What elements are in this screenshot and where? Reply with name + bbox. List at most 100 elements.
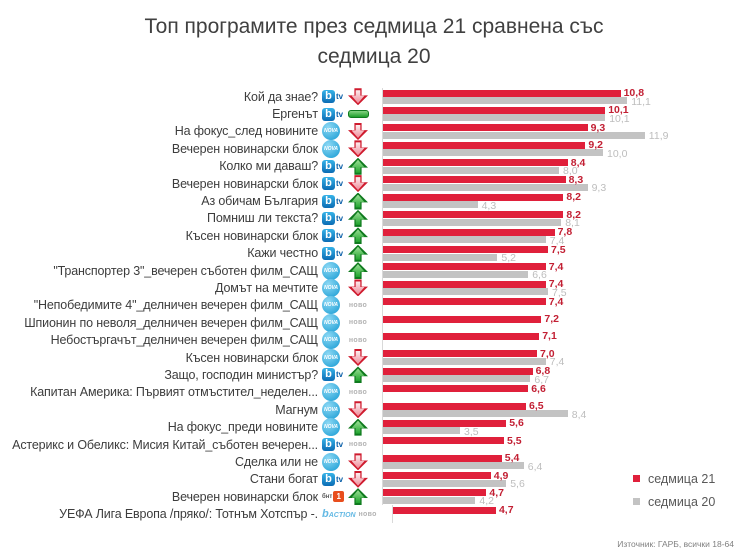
bar-plot-area: 7,4 6,6 <box>382 262 740 281</box>
bar-week20 <box>383 270 529 278</box>
btv-logo-square: b <box>322 90 335 104</box>
chart-row: Шпионин по неволя_делничен вечерен филм_… <box>10 313 740 332</box>
program-label: Защо, господин министър? <box>164 367 318 382</box>
chart-title-line2: седмица 20 <box>317 45 431 69</box>
channel-logo-cell: b tv <box>318 472 346 486</box>
trend-down-icon <box>348 88 368 106</box>
nova-logo-icon: NOVA <box>322 279 340 297</box>
bar-plot-area: 5,4 6,4 <box>382 453 740 472</box>
value-week21: 7,1 <box>542 330 557 343</box>
trend-cell <box>346 244 370 262</box>
bar-week21 <box>383 141 586 149</box>
chart-row: Стани богат b tv 4,9 5,6 <box>10 469 740 491</box>
value-week21: 4,9 <box>493 469 509 482</box>
bar-plot-area: 4,9 5,6 <box>382 469 740 491</box>
legend-item-week21: седмица 21 <box>633 467 715 490</box>
new-badge: ново <box>348 319 368 327</box>
bar-plot-area: 10,1 10,1 <box>382 105 740 124</box>
chart-row: Късен новинарски блок b tv 7,8 7,4 <box>10 227 740 247</box>
channel-logo-cell: NOVA <box>318 331 346 350</box>
bar-plot-area: 7,2 <box>382 313 740 332</box>
value-week20: 5,2 <box>501 252 516 265</box>
value-week20: 5,6 <box>510 478 525 491</box>
channel-logo-cell: NOVA <box>318 348 346 367</box>
bar-week20 <box>383 218 562 226</box>
bar-week21 <box>383 472 491 480</box>
bar-week20 <box>383 479 507 487</box>
btv-logo-suffix: tv <box>336 474 344 484</box>
bar-week21 <box>383 280 546 288</box>
bar-plot-area: 7,4 7,5 <box>382 279 740 299</box>
chart-row: Астерикс и Обеликс: Мисия Китай_съботен … <box>10 434 740 454</box>
bar-week20 <box>383 410 568 418</box>
channel-logo-cell: NOVA <box>318 452 346 471</box>
bar-plot-area: 8,3 9,3 <box>382 173 740 194</box>
trend-up-icon <box>348 157 368 175</box>
chart-row: "Транспортер 3"_вечерен съботен филм_САЩ… <box>10 261 740 281</box>
btv-logo-icon: b tv <box>322 211 343 225</box>
chart-title: Топ програмите през седмица 21 сравнена … <box>0 12 748 73</box>
value-week20: 8,4 <box>571 408 587 421</box>
bar-week21 <box>383 419 507 427</box>
bar-week21 <box>383 332 540 340</box>
nova-logo-icon: NOVA <box>322 313 340 332</box>
chart-row: Аз обичам България b tv 8,2 4,3 <box>10 192 740 211</box>
btv-logo-suffix: tv <box>336 196 344 206</box>
value-week20: 7,5 <box>552 286 567 299</box>
trend-cell <box>346 401 370 419</box>
trend-down-icon <box>348 349 368 367</box>
bar-week20 <box>383 375 531 383</box>
value-week20: 3,5 <box>464 425 479 438</box>
nova-logo-icon: NOVA <box>322 296 340 315</box>
legend-item-week20: седмица 20 <box>633 490 715 513</box>
btv-logo-icon: b tv <box>322 438 343 451</box>
bar-week20 <box>383 288 548 296</box>
bar-week20 <box>383 253 498 261</box>
value-week21: 6,6 <box>531 382 546 395</box>
bar-plot-area: 7,0 7,4 <box>382 349 740 369</box>
bar-plot-area: 9,2 10,0 <box>382 140 740 159</box>
nova-logo-icon: NOVA <box>322 400 340 419</box>
program-label: УЕФА Лига Европа /пряко/: Тотнъм Хотспър… <box>59 507 318 522</box>
chart-row: "Непобедимите 4"_делничен вечерен филм_С… <box>10 296 740 315</box>
trend-cell <box>346 488 370 506</box>
btv-logo-icon: b tv <box>322 194 344 208</box>
value-week21: 7,2 <box>544 313 559 326</box>
value-week20: 7,4 <box>549 234 565 247</box>
value-week21: 8,3 <box>568 173 584 186</box>
channel-logo-cell: NOVA <box>318 139 346 158</box>
program-label: Помниш ли текста? <box>207 211 318 226</box>
bar-rows: Кой да знае? b tv 10,8 11,1 Ергенът b tv 10,1 10,… <box>10 88 740 523</box>
program-label: Небостъргачът_делничен вечерен филм_САЩ <box>50 333 319 348</box>
bar-plot-area: 4,7 <box>391 504 740 523</box>
program-label: На фокус_преди новините <box>167 420 318 435</box>
nova-logo-icon: NOVA <box>322 452 340 471</box>
value-week20: 8,0 <box>563 165 578 178</box>
channel-logo-cell: NOVA <box>318 313 346 332</box>
value-week20: 7,4 <box>549 356 565 369</box>
channel-logo-cell: b tv <box>318 368 346 382</box>
legend-swatch-week20-icon <box>633 498 640 505</box>
bar-week20 <box>383 131 645 139</box>
program-label: Вечерен новинарски блок <box>171 176 318 191</box>
trend-cell <box>346 110 370 119</box>
bnt1-logo-icon: бнт 1 <box>322 491 345 503</box>
value-week21: 5,6 <box>509 417 524 430</box>
nova-logo-icon: NOVA <box>322 122 340 141</box>
value-week21: 5,5 <box>507 434 522 447</box>
trend-down-icon <box>348 140 368 158</box>
btv-logo-icon: b tv <box>322 159 344 173</box>
value-week21: 4,7 <box>489 486 504 499</box>
program-label: Вечерен новинарски блок <box>171 141 318 156</box>
bar-week21 <box>383 385 529 393</box>
chart-row: Кой да знае? b tv 10,8 11,1 <box>10 88 740 107</box>
chart-row: Вечерен новинарски блок b tv 8,3 9,3 <box>10 173 740 194</box>
program-label: Кажи честно <box>247 246 318 261</box>
channel-logo-cell: b tv <box>318 229 346 243</box>
btv-logo-icon: b tv <box>322 90 343 104</box>
bar-week21 <box>383 298 546 306</box>
btv-logo-suffix: tv <box>336 161 344 171</box>
program-label: Стани богат <box>249 472 318 487</box>
value-week21: 4,7 <box>498 504 514 517</box>
bar-week21 <box>383 89 621 97</box>
